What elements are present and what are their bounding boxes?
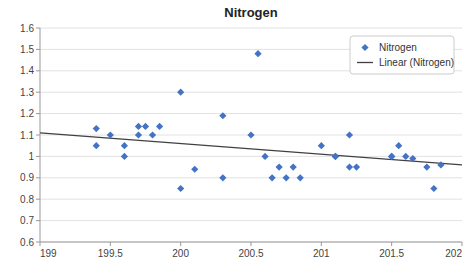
- y-tick-label: 1.5: [20, 44, 34, 55]
- point: [318, 142, 325, 149]
- y-tick-label: 1.6: [20, 23, 34, 34]
- y-tick: [36, 135, 40, 136]
- y-tick: [36, 242, 40, 243]
- point: [93, 125, 100, 132]
- y-tick: [36, 156, 40, 157]
- point: [177, 185, 184, 192]
- point: [142, 123, 149, 130]
- x-tick: [321, 242, 322, 246]
- point: [254, 50, 261, 57]
- point: [402, 153, 409, 160]
- point: [219, 174, 226, 181]
- point: [283, 174, 290, 181]
- point: [121, 142, 128, 149]
- point: [149, 131, 156, 138]
- x-tick: [180, 242, 181, 246]
- point: [332, 153, 339, 160]
- legend-swatch: [361, 44, 368, 51]
- y-tick-label: 0.6: [20, 237, 34, 248]
- y-tick-label: 0.7: [20, 215, 34, 226]
- plot-area: [40, 28, 462, 242]
- x-tick-label: 200: [172, 248, 189, 259]
- point: [261, 153, 268, 160]
- legend-box: [350, 36, 454, 74]
- y-tick-label: 1.2: [20, 108, 34, 119]
- x-tick: [251, 242, 252, 246]
- point: [247, 131, 254, 138]
- point: [107, 131, 114, 138]
- point: [290, 164, 297, 171]
- point: [388, 153, 395, 160]
- x-tick-label: 199: [40, 248, 57, 259]
- x-tick-label: 200.5: [238, 248, 263, 259]
- grid-line: [40, 28, 462, 29]
- x-tick-label: 201: [313, 248, 330, 259]
- y-tick-label: 0.9: [20, 172, 34, 183]
- x-tick: [40, 242, 41, 246]
- point: [395, 142, 402, 149]
- x-tick-label: 201.5: [379, 248, 404, 259]
- grid-line: [40, 177, 462, 178]
- grid-line: [40, 242, 462, 243]
- point: [121, 153, 128, 160]
- point: [423, 164, 430, 171]
- x-tick: [391, 242, 392, 246]
- grid-line: [40, 156, 462, 157]
- y-tick-label: 1.3: [20, 87, 34, 98]
- x-tick-label: 199.5: [98, 248, 123, 259]
- y-tick: [36, 220, 40, 221]
- legend-swatch: [357, 62, 373, 63]
- y-tick-label: 1.4: [20, 65, 34, 76]
- x-axis-line: [40, 242, 462, 243]
- x-tick: [110, 242, 111, 246]
- y-tick: [36, 177, 40, 178]
- point: [269, 174, 276, 181]
- grid-line: [40, 199, 462, 200]
- y-tick: [36, 70, 40, 71]
- y-tick: [36, 92, 40, 93]
- grid-line: [40, 220, 462, 221]
- point: [177, 89, 184, 96]
- chart: Nitrogen 0.6 0.7 0.8 0.9 1 1.1 1.2 1.3 1.4 1.5 1.6 1…: [0, 0, 474, 266]
- grid-line: [40, 92, 462, 93]
- y-tick: [36, 113, 40, 114]
- point: [430, 185, 437, 192]
- legend-label: Linear (Nitrogen): [379, 57, 454, 68]
- point: [135, 131, 142, 138]
- point: [332, 153, 339, 160]
- y-axis-line: [40, 28, 41, 242]
- point: [346, 131, 353, 138]
- point: [93, 142, 100, 149]
- y-tick: [36, 28, 40, 29]
- y-tick: [36, 49, 40, 50]
- y-tick-label: 0.8: [20, 194, 34, 205]
- point: [388, 153, 395, 160]
- point: [135, 123, 142, 130]
- x-tick-label: 202: [445, 248, 462, 259]
- y-tick-label: 1: [28, 151, 34, 162]
- point: [297, 174, 304, 181]
- legend-label: Nitrogen: [379, 42, 417, 53]
- point: [437, 161, 444, 168]
- y-tick: [36, 199, 40, 200]
- point: [409, 155, 416, 162]
- title: Nitrogen: [224, 5, 278, 20]
- point: [353, 164, 360, 171]
- point: [156, 123, 163, 130]
- point: [191, 166, 198, 173]
- point: [276, 164, 283, 171]
- grid-line: [40, 113, 462, 114]
- point: [219, 112, 226, 119]
- x-tick: [462, 242, 463, 246]
- y-tick-label: 1.1: [20, 130, 34, 141]
- legend: Nitrogen Linear (Nitrogen): [350, 36, 454, 74]
- point: [346, 164, 353, 171]
- axes: 0.6 0.7 0.8 0.9 1 1.1 1.2 1.3 1.4 1.5 1.6 199 199.5 2…: [20, 23, 462, 260]
